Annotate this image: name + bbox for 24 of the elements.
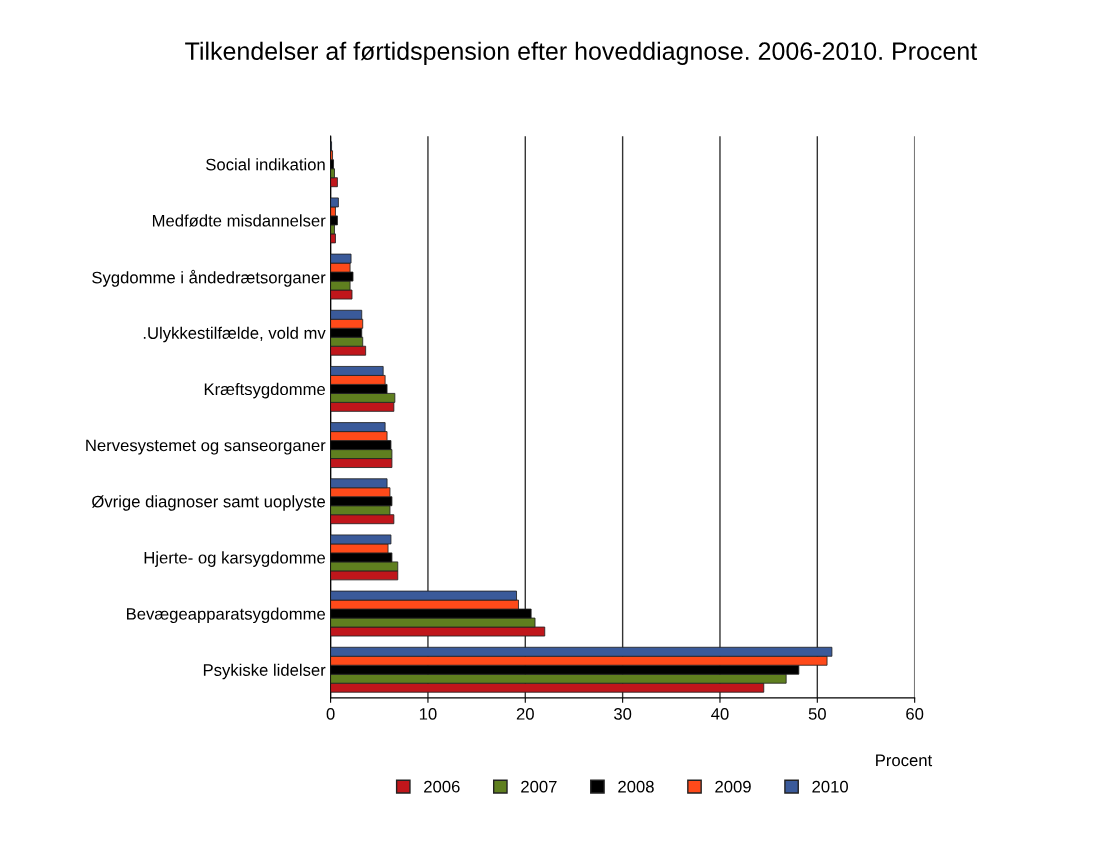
x-tick-label: 50 — [808, 707, 826, 720]
x-tick-label: 40 — [711, 707, 729, 720]
y-tick-label: Social indikation — [206, 158, 325, 171]
legend-label: 2008 — [618, 780, 654, 793]
legend-label: 2009 — [715, 780, 751, 793]
y-tick-label: Psykiske lidelser — [203, 663, 326, 680]
y-tick-label: Kræftsygdomme — [204, 382, 325, 399]
x-tick-label: 30 — [614, 707, 632, 720]
y-tick-label: Øvrige diagnoser samt uoplyste — [91, 495, 326, 511]
x-axis-title: Procent — [876, 754, 933, 767]
x-tick-label: 20 — [516, 707, 534, 720]
y-tick-label: Bevægeapparatsygdomme — [127, 607, 326, 624]
y-tick-label: Hjerte- og karsygdomme — [144, 551, 326, 567]
y-tick-label: Nervesystemet og sanseorganer — [86, 439, 326, 455]
legend-label: 2007 — [521, 780, 557, 793]
legend-label: 2010 — [812, 780, 848, 793]
y-tick-label: .Ulykkestilfælde, vold mv — [143, 326, 326, 343]
y-tick-label: Sygdomme i åndedrætsorganer — [92, 269, 326, 287]
y-tick-label: Medfødte misdannelser — [152, 214, 326, 227]
x-tick-label: 10 — [419, 707, 437, 720]
chart-title: Tilkendelser af førtidspension efter hoveddiagnose. 2006-2010. Procent — [185, 41, 978, 65]
x-tick-label: 0 — [326, 707, 335, 720]
legend-label: 2006 — [424, 780, 460, 793]
x-tick-label: 60 — [906, 707, 924, 720]
